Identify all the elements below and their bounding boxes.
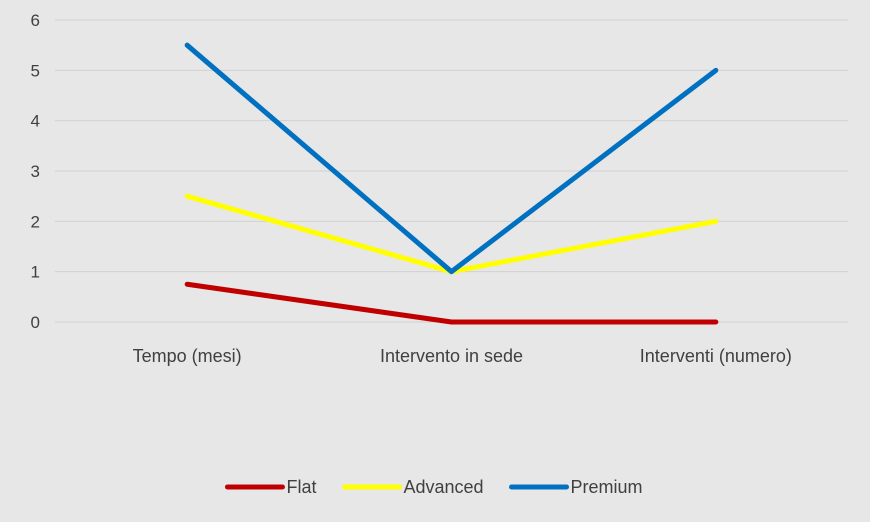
gridlines (55, 19, 848, 323)
legend-label-advanced: Advanced (403, 477, 483, 497)
legend-label-premium: Premium (571, 477, 643, 497)
x-category-label: Interventi (numero) (640, 346, 792, 366)
x-category-label: Intervento in sede (380, 346, 523, 366)
series-line-premium (184, 42, 719, 275)
series-line-flat (184, 281, 719, 325)
series-lines (184, 42, 719, 325)
x-axis-categories: Tempo (mesi) Intervento in sede Interventi… (133, 346, 792, 366)
legend: Flat Advanced Premium (224, 477, 643, 497)
y-tick-label: 1 (31, 263, 40, 282)
y-tick-label: 6 (31, 11, 40, 30)
y-tick-label: 3 (31, 162, 40, 181)
y-tick-label: 2 (31, 212, 40, 231)
y-tick-label: 4 (31, 112, 40, 131)
y-tick-label: 5 (31, 61, 40, 80)
y-tick-label: 0 (31, 313, 40, 332)
y-axis-ticks: 0 1 2 3 4 5 6 (31, 11, 40, 332)
legend-label-flat: Flat (286, 477, 316, 497)
x-category-label: Tempo (mesi) (133, 346, 242, 366)
series-line-advanced (184, 193, 719, 275)
